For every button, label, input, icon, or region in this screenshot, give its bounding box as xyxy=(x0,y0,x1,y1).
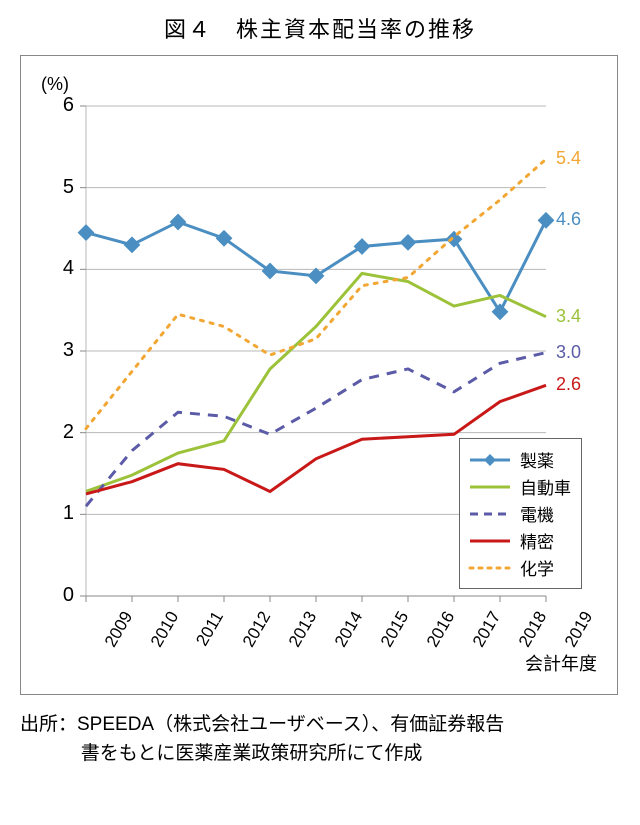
y-tick-label: 6 xyxy=(44,94,74,117)
y-tick-label: 0 xyxy=(44,584,74,607)
legend-swatch xyxy=(468,478,512,496)
legend-label: 化学 xyxy=(520,555,554,580)
y-tick-label: 2 xyxy=(44,421,74,444)
legend-item: 化学 xyxy=(468,555,571,580)
legend-swatch xyxy=(468,559,512,577)
y-tick-label: 5 xyxy=(44,176,74,199)
y-tick-label: 4 xyxy=(44,257,74,280)
x-tick-label: 2014 xyxy=(331,608,367,651)
y-axis-unit: (%) xyxy=(41,74,69,95)
x-tick-label: 2012 xyxy=(239,608,275,651)
legend-item: 製薬 xyxy=(468,447,571,472)
x-tick-label: 2015 xyxy=(377,608,413,651)
legend-swatch xyxy=(468,532,512,550)
source-line-2: 書をもとに医薬産業政策研究所にて作成 xyxy=(20,739,620,768)
legend-box: 製薬自動車電機精密化学 xyxy=(459,438,582,589)
x-tick-label: 2017 xyxy=(469,608,505,651)
series-end-label: 2.6 xyxy=(556,374,581,395)
page-root: 図４ 株主資本配当率の推移 (%) 0 1 2 3 4 5 6 2009 20102011 20… xyxy=(0,0,640,825)
x-tick-label: 2018 xyxy=(515,608,551,651)
x-tick-label: 2019 xyxy=(561,608,597,651)
legend-swatch xyxy=(468,451,512,469)
x-tick-label: 2013 xyxy=(285,608,321,651)
x-tick-label: 2010 xyxy=(147,608,183,651)
y-tick-label: 3 xyxy=(44,339,74,362)
legend-label: 精密 xyxy=(520,528,554,553)
legend-item: 自動車 xyxy=(468,474,571,499)
x-tick-label: 2009 xyxy=(101,608,137,651)
source-citation: 出所：SPEEDA（株式会社ユーザベース）、有価証券報告 書をもとに医薬産業政策… xyxy=(20,710,620,769)
chart-title: 図４ 株主資本配当率の推移 xyxy=(0,0,640,44)
legend-item: 精密 xyxy=(468,528,571,553)
series-end-label: 3.0 xyxy=(556,342,581,363)
series-end-label: 4.6 xyxy=(556,209,581,230)
legend-label: 自動車 xyxy=(520,474,571,499)
legend-item: 電機 xyxy=(468,501,571,526)
series-end-label: 5.4 xyxy=(556,148,581,169)
source-line-1: 出所：SPEEDA（株式会社ユーザベース）、有価証券報告 xyxy=(20,714,504,735)
x-tick-label: 2016 xyxy=(423,608,459,651)
chart-container: (%) 0 1 2 3 4 5 6 2009 20102011 2012 2013 2014 2015… xyxy=(20,55,618,695)
legend-label: 製薬 xyxy=(520,447,554,472)
legend-swatch xyxy=(468,505,512,523)
x-axis-title: 会計年度 xyxy=(525,650,597,676)
y-tick-label: 1 xyxy=(44,502,74,525)
legend-label: 電機 xyxy=(520,501,554,526)
series-end-label: 3.4 xyxy=(556,306,581,327)
x-tick-label: 2011 xyxy=(192,608,228,650)
